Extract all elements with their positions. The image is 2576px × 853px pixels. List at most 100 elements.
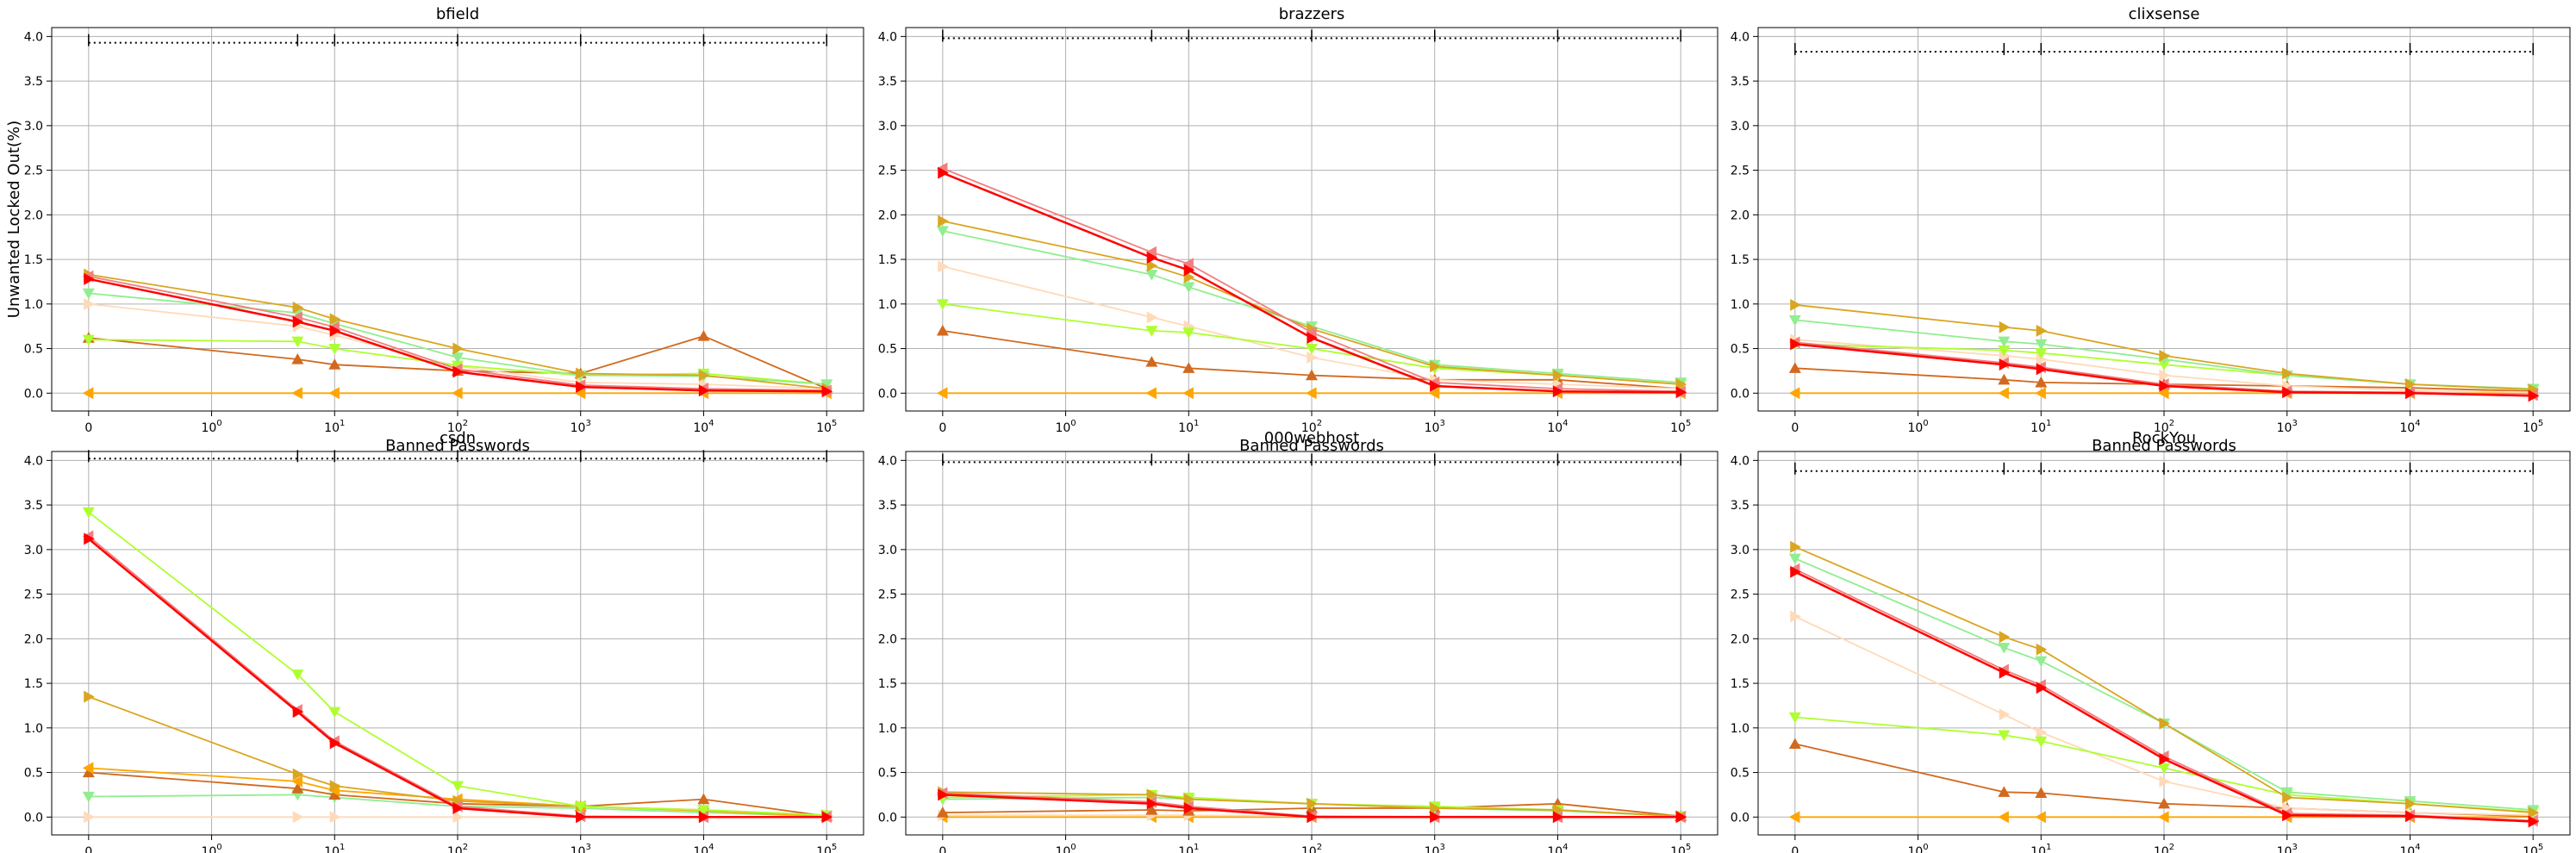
plot-frame	[905, 451, 1718, 836]
data-point	[82, 334, 95, 346]
y-tick-label: 2.5	[24, 588, 43, 602]
data-point	[328, 343, 341, 355]
x-tick-label: 104	[2399, 843, 2420, 853]
data-point	[452, 811, 464, 824]
data-point	[938, 788, 949, 801]
data-point	[2159, 369, 2170, 382]
data-point	[1552, 811, 1564, 824]
y-tick-label: 2.5	[878, 588, 897, 602]
data-point	[938, 215, 949, 227]
data-point	[2036, 363, 2048, 376]
data-point	[820, 379, 833, 390]
x-tick-label: 103	[2277, 419, 2298, 435]
data-point	[1999, 321, 2011, 333]
y-tick-label: 2.0	[24, 632, 43, 646]
subplot-grid: bfield 0.0 0.5 1.0 1.5 2.0 2.5 3.0 3.5 4.0 0 100 101…	[24, 5, 2571, 853]
data-point	[574, 801, 587, 813]
subplot-brazzers: brazzers 0.0 0.5 1.0 1.5 2.0 2.5 3.0 3.5 4.0 0 100 1…	[878, 5, 1718, 455]
x-tick-label: 102	[1301, 419, 1322, 435]
y-tick-label: 1.5	[1731, 253, 1750, 267]
subplot-title: bfield	[436, 5, 479, 23]
data-point	[84, 272, 95, 285]
y-tick-label: 0.0	[878, 387, 897, 401]
data-point	[2036, 324, 2048, 337]
y-tick-label: 0.0	[878, 811, 897, 825]
data-point	[2035, 376, 2048, 388]
data-point	[1788, 738, 1801, 750]
y-tick-label: 1.5	[24, 253, 43, 267]
data-point	[1675, 386, 1687, 399]
y-tick-label: 1.0	[878, 298, 897, 312]
data-point	[1675, 377, 1687, 390]
y-tick-label: 4.0	[878, 30, 897, 44]
data-point	[2035, 811, 2046, 824]
x-tick-label: 102	[447, 843, 468, 853]
data-point	[291, 669, 304, 681]
subplot-title: csdn	[440, 429, 476, 447]
y-tick-label: 3.5	[878, 499, 897, 513]
y-tick-label: 2.5	[878, 165, 897, 178]
data-point	[2035, 787, 2048, 798]
x-tick-label: 101	[324, 843, 345, 853]
data-point	[292, 768, 304, 781]
series	[84, 272, 833, 398]
x-tick-label: 0	[1791, 421, 1799, 435]
data-point	[1183, 264, 1195, 277]
data-point	[1182, 327, 1195, 339]
plot-frame	[51, 27, 864, 412]
data-point	[1306, 369, 1318, 381]
data-point	[2158, 763, 2170, 775]
y-tick-label: 2.5	[1731, 588, 1750, 602]
x-tick-label: 105	[1670, 843, 1691, 853]
y-tick-label: 4.0	[24, 454, 43, 468]
data-point	[2159, 775, 2170, 788]
x-tick-label: 105	[2523, 843, 2543, 853]
data-point	[82, 387, 94, 400]
y-tick-label: 3.0	[24, 544, 43, 557]
x-tick-label: 103	[1425, 843, 1445, 853]
data-point	[328, 358, 341, 370]
x-tick-label: 105	[1670, 419, 1691, 435]
x-tick-label: 101	[1178, 843, 1199, 853]
subplot-000webhost: 000webhost 0.0 0.5 1.0 1.5 2.0 2.5 3.0 3.5 4.0 0 10…	[878, 429, 1718, 853]
y-tick-label: 1.0	[1731, 298, 1750, 312]
x-tick-label: 105	[816, 419, 837, 435]
data-point	[1307, 332, 1318, 345]
y-tick-label: 1.0	[878, 722, 897, 736]
x-tick-label: 101	[2030, 843, 2051, 853]
plot-frame	[905, 27, 1718, 412]
x-tick-label: 102	[2154, 419, 2174, 435]
data-point	[698, 384, 710, 397]
data-point	[1145, 246, 1157, 258]
data-point	[84, 297, 95, 310]
data-point	[1675, 811, 1687, 824]
data-point	[1790, 540, 1801, 553]
data-point	[1146, 311, 1158, 324]
x-tick-label: 102	[1301, 843, 1322, 853]
data-point	[1430, 811, 1441, 824]
y-tick-label: 1.5	[878, 253, 897, 267]
x-tick-label: 100	[1907, 419, 1928, 435]
y-tick-label: 4.0	[1731, 454, 1750, 468]
data-point	[1182, 258, 1194, 271]
y-tick-label: 2.5	[24, 165, 43, 178]
data-point	[2282, 386, 2293, 399]
data-point	[2282, 791, 2293, 804]
x-tick-label: 100	[1055, 843, 1076, 853]
data-point	[1430, 380, 1441, 393]
data-point	[1307, 351, 1318, 364]
data-point	[2036, 725, 2048, 738]
data-point	[328, 387, 340, 400]
data-point	[291, 352, 304, 364]
data-point	[1998, 786, 2011, 797]
series	[938, 166, 1687, 399]
data-point	[329, 780, 341, 793]
data-point	[1998, 730, 2011, 742]
data-point	[2035, 656, 2048, 668]
data-point	[698, 369, 710, 382]
y-tick-label: 0.0	[24, 811, 43, 825]
y-tick-label: 0.5	[878, 767, 897, 781]
y-tick-label: 1.0	[24, 298, 43, 312]
data-point	[82, 507, 95, 519]
